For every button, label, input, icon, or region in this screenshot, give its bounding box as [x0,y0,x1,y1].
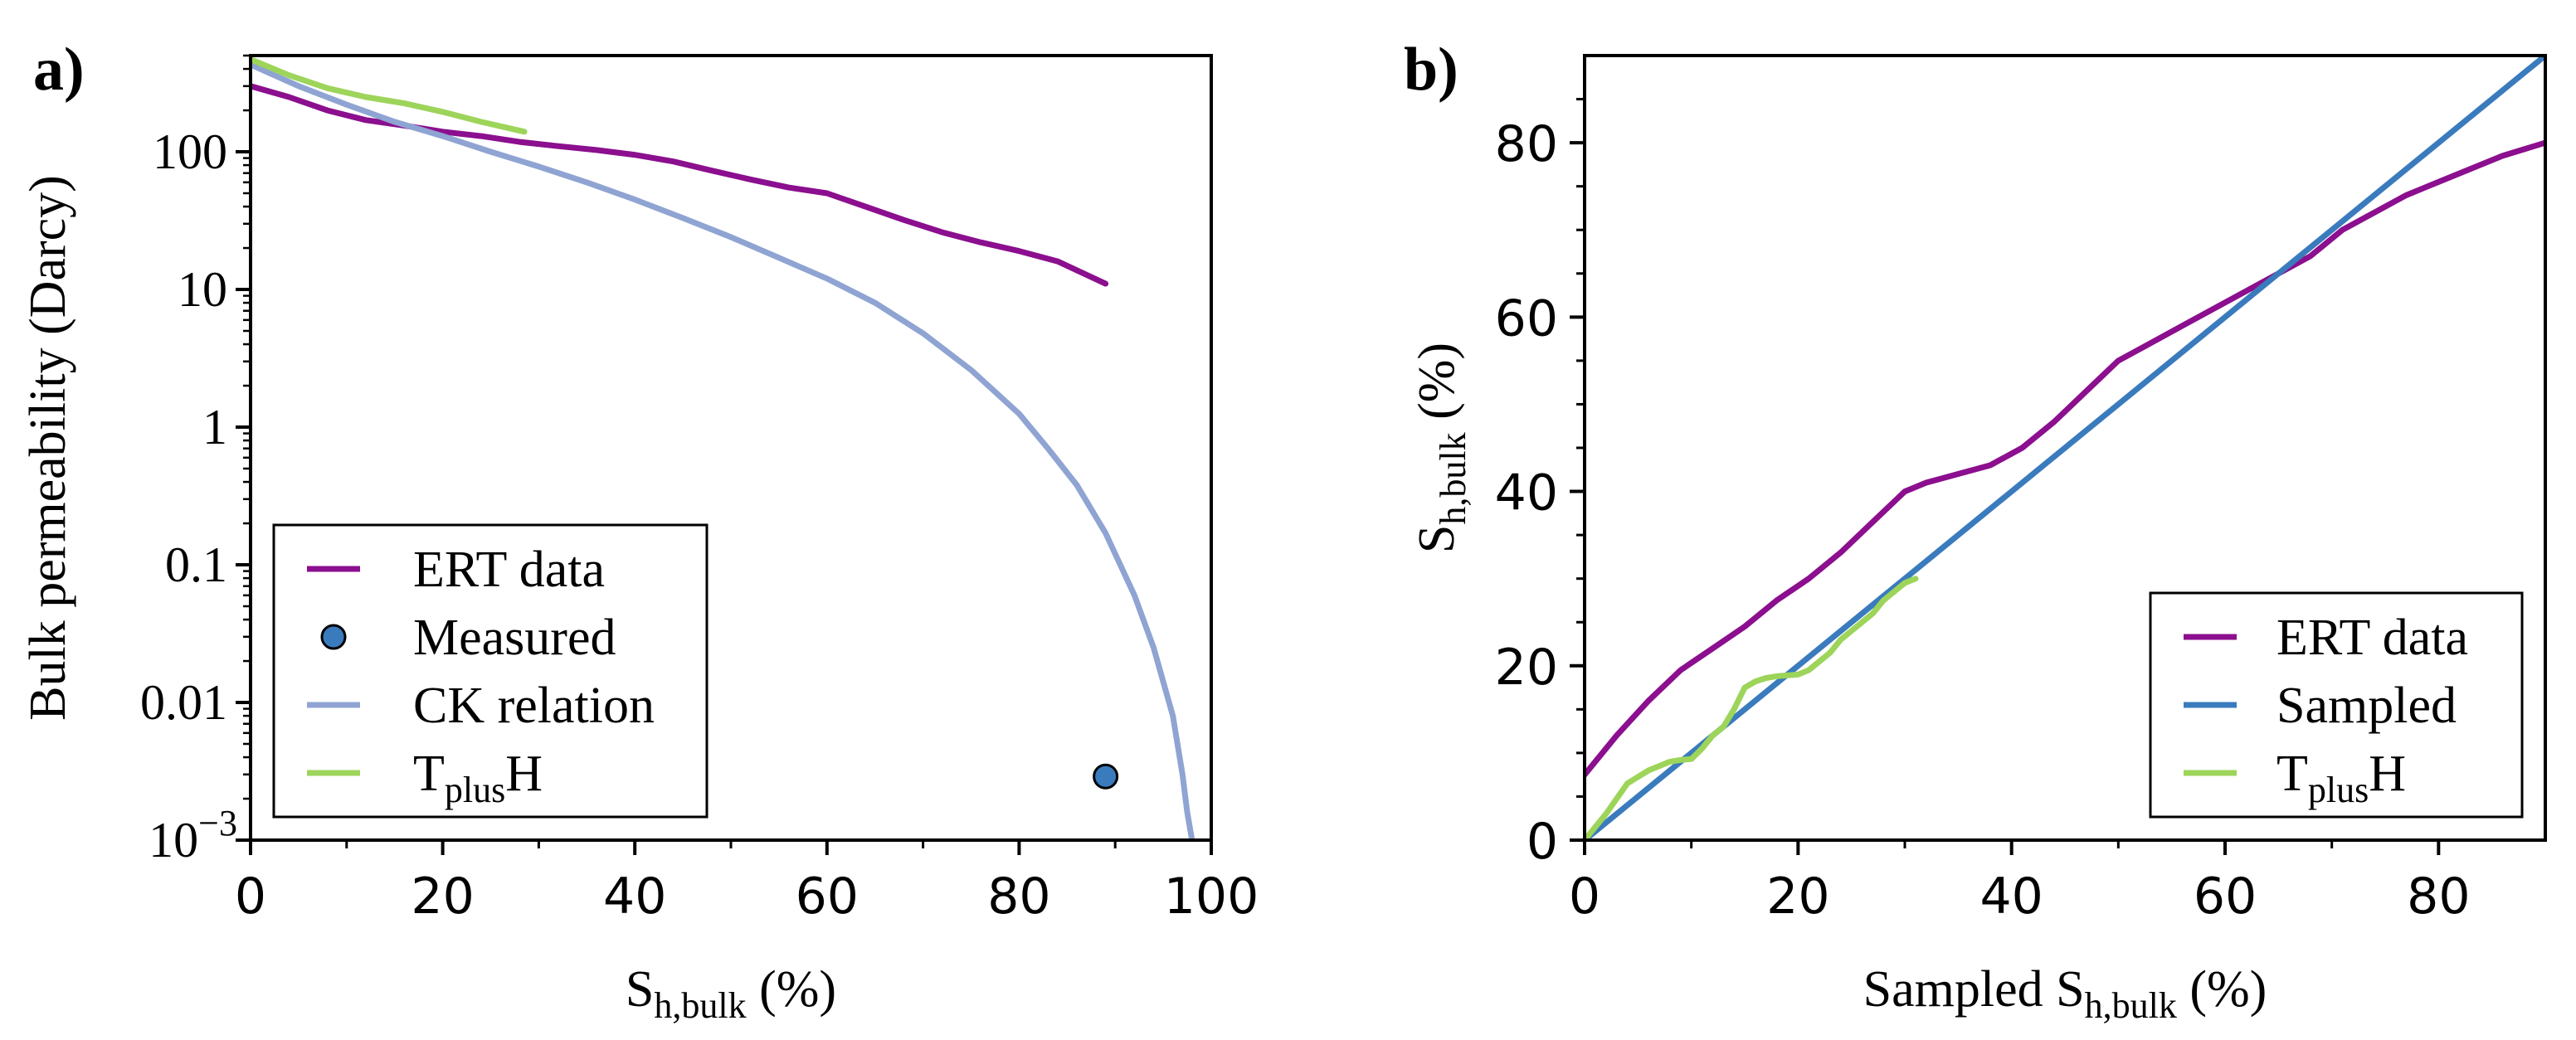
panel-label: b) [1404,36,1458,104]
x-tick-label: 80 [2407,867,2470,926]
x-tick-label: 20 [1766,867,1829,926]
panel-b: 0 20 40 60 80 0 20 40 60 80 Sampled Sh,bulk (%) Sh,… [1404,36,2547,1026]
series-line-tplush [251,56,528,135]
x-axis-label: Sampled Sh,bulk (%) [1863,961,2267,1026]
y-tick-label: 100 [153,124,227,179]
x-tick-label: 0 [1569,867,1600,926]
panel-a: 0 20 40 60 80 100 10−3 0.01 0.1 1 10 100 Sh,bulk (%)… [20,36,1259,1026]
x-tick-label: 20 [411,867,474,926]
y-tick-label: 60 [1495,289,1558,347]
series-line-sampled [1585,56,2545,840]
legend-label: CK relation [413,678,655,734]
legend-label: Sampled [2277,678,2457,734]
series-line-ert-data [1585,139,2545,778]
y-tick-label: 20 [1495,639,1558,697]
legend: ERT data Sampled TplusH [2149,591,2524,819]
y-axis-label-group: Sh,bulk (%) [1409,343,1473,553]
legend-label: TplusH [2277,746,2406,810]
x-axis-label: Sh,bulk (%) [626,961,836,1026]
x-tick-label: 100 [1164,867,1259,926]
y-tick-label: 80 [1495,115,1558,173]
series-line-ck-relation [251,61,1195,840]
y-tick-label: 0.01 [140,675,227,730]
data-point-measured [1093,763,1119,790]
y-axis-label: Bulk permeability (Darcy) [20,175,76,721]
legend: ERT data Measured CK relation TplusH [272,523,709,819]
legend-box [272,523,709,819]
plot-area [251,56,1195,840]
series-line-tplush [1585,576,1919,840]
x-tick-label: 80 [987,867,1050,926]
y-tick-label: 40 [1495,464,1558,522]
panel-label: a) [33,36,85,104]
x-tick-label: 60 [796,867,859,926]
y-tick-label: 1 [202,400,227,454]
x-tick-label: 0 [235,867,266,926]
x-tick-label: 60 [2194,867,2257,926]
y-tick-label: 0.1 [165,537,227,592]
y-tick-label: 10 [178,262,227,317]
y-axis-label-group: Bulk permeability (Darcy) [20,175,76,721]
legend-label: TplusH [413,746,543,810]
x-tick-label: 40 [603,867,666,926]
legend-label: ERT data [2277,610,2468,666]
x-tick-label: 40 [1979,867,2043,926]
legend-label: Measured [413,610,616,666]
legend-marker [320,624,347,650]
y-tick-label: 0 [1527,813,1558,871]
y-axis-label: Sh,bulk (%) [1409,343,1473,553]
y-tick-label: 10−3 [149,803,237,867]
legend-label: ERT data [413,542,605,598]
plot-area [1585,56,2545,840]
